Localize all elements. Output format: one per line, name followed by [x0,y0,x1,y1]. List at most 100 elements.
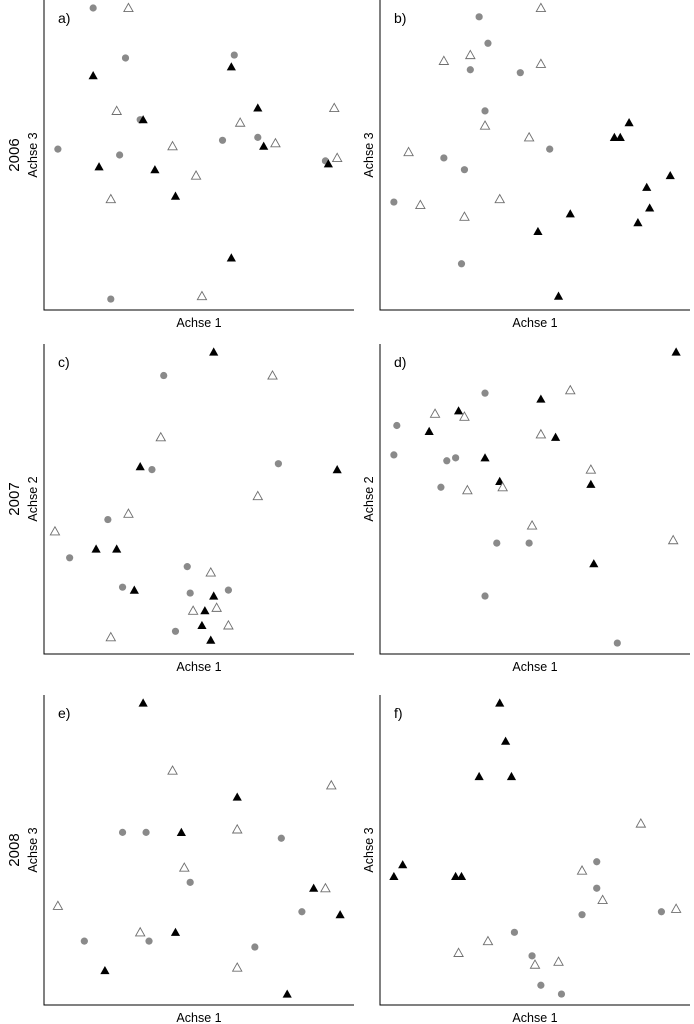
data-point-open-triangle [205,566,217,577]
data-point-filled-triangle [536,394,546,403]
panel-label: b) [394,10,406,26]
panel-label: c) [58,354,70,370]
axis-lines [379,344,690,655]
data-point-circle [557,990,566,998]
data-point-circle [104,515,112,524]
scatter-panel: f) Achse 1 Achse 3 [362,695,690,1024]
data-point-open-triangle [49,525,61,536]
data-point-circle [218,136,227,144]
data-point-circle [481,592,489,600]
y-axis-label: Achse 3 [26,827,40,872]
data-point-filled-triangle [642,182,652,191]
data-point-circle [160,371,168,380]
data-point-filled-triangle [553,291,564,300]
data-point-circle [390,451,398,459]
data-point-filled-triangle [170,927,181,936]
data-point-open-triangle [134,926,146,937]
data-point-circle [274,460,282,468]
data-point-filled-triangle [112,544,122,553]
data-point-open-triangle [196,290,208,301]
data-point-filled-triangle [209,347,219,356]
data-point-open-triangle [529,959,541,969]
data-point-open-triangle [211,602,223,612]
data-point-open-triangle [635,818,647,828]
data-point-open-triangle [155,431,167,442]
data-point-open-triangle [535,428,547,439]
data-point-open-triangle [328,102,340,112]
data-point-circle [116,151,124,159]
data-point-filled-triangle [138,698,148,707]
data-point-circle [452,454,460,462]
data-point-filled-triangle [550,432,561,441]
x-axis-label: Achse 1 [176,1011,221,1024]
data-point-open-triangle [585,464,597,474]
data-point-filled-triangle [589,559,599,568]
data-point-circle [54,145,62,153]
data-point-filled-triangle [501,736,511,745]
data-point-filled-triangle [170,191,181,200]
y-axis-label: Achse 3 [362,827,376,872]
x-axis-label: Achse 1 [512,316,557,330]
row-label-year: 2006 [6,138,23,171]
data-point-filled-triangle [197,620,207,630]
data-point-filled-triangle [150,165,160,174]
data-point-open-triangle [462,484,473,495]
data-point-circle [298,908,306,916]
data-point-circle [277,834,285,842]
data-point-circle [457,260,466,268]
data-point-circle [148,466,156,474]
data-point-filled-triangle [232,792,242,801]
data-point-filled-triangle [456,871,467,881]
data-point-circle [251,943,259,951]
data-point-open-triangle [597,894,608,905]
data-point-circle [546,145,554,153]
data-point-filled-triangle [665,170,675,180]
data-point-open-triangle [494,193,506,204]
data-point-circle [466,66,474,74]
data-point-filled-triangle [506,771,517,781]
y-axis-label: Achse 3 [26,132,40,177]
data-point-open-triangle [667,534,679,545]
scatter-panel: a) Achse 1 Achse 3 [26,0,354,330]
data-point-filled-triangle [645,203,655,212]
data-point-open-triangle [331,152,343,162]
data-point-open-triangle [231,962,243,972]
data-point-filled-triangle [474,771,484,781]
data-point-open-triangle [497,481,509,492]
data-point-open-triangle [52,900,64,910]
data-point-open-triangle [123,2,134,13]
data-point-filled-triangle [176,827,186,836]
data-point-open-triangle [234,117,246,127]
data-point-circle [186,589,194,597]
axis-lines [379,695,690,1006]
data-point-filled-triangle [91,544,101,553]
data-point-filled-triangle [100,965,110,975]
data-point-circle [80,937,88,945]
data-point-filled-triangle [480,453,490,462]
data-point-filled-triangle [226,253,236,262]
scatter-panel: e) Achse 1 Achse 3 [26,695,354,1024]
axis-lines [379,0,690,311]
data-point-circle [593,858,601,866]
data-point-open-triangle [167,140,178,151]
data-point-filled-triangle [565,209,575,218]
data-point-circle [613,639,621,647]
data-point-open-triangle [403,146,414,157]
data-point-filled-triangle [129,585,139,594]
data-point-open-triangle [187,605,199,615]
data-point-filled-triangle [586,479,596,488]
data-point-filled-triangle [138,115,148,124]
data-point-circle [107,295,115,303]
row-label-year: 2008 [6,833,23,866]
data-point-filled-triangle [451,871,461,881]
data-point-open-triangle [576,865,588,875]
panel-label: a) [58,10,70,26]
data-point-filled-triangle [424,426,434,435]
data-point-open-triangle [325,779,337,790]
data-point-filled-triangle [624,118,634,127]
data-point-filled-triangle [323,159,333,168]
panel-label: e) [58,705,70,721]
data-point-open-triangle [252,490,264,501]
data-point-circle [145,937,153,945]
